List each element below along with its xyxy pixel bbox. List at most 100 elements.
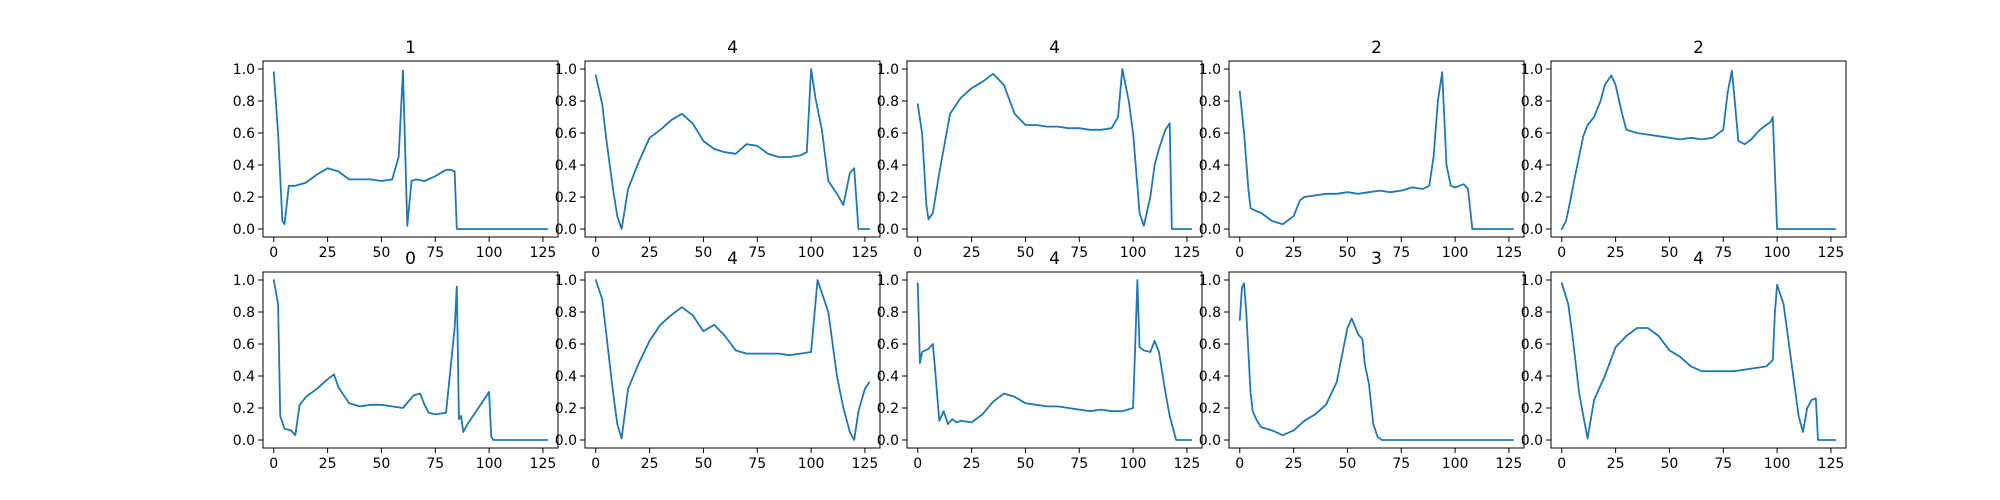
x-tick-label: 0 [1557,456,1566,472]
subplot-1: 1 0 25 50 75 100 125 0.0 0.2 0.4 0.6 0.8 1.0 [233,38,559,261]
x-tick-label: 25 [319,245,337,261]
y-tick-label: 0.6 [877,337,899,353]
subplot-title: 4 [1693,249,1704,269]
x-tick-label: 100 [476,456,503,472]
axes-frame [584,271,881,449]
x-tick-label: 25 [1607,245,1625,261]
subplot-5: 2 0 25 50 75 100 125 0.0 0.2 0.4 0.6 0.8 1.0 [1521,38,1847,261]
x-tick-label: 75 [1070,245,1088,261]
axes-frame [906,271,1203,449]
y-tick-label: 0.0 [877,433,899,449]
y-tick-label: 0.4 [1521,369,1543,385]
y-tick-label: 0.4 [877,369,899,385]
x-tick-label: 75 [1714,456,1732,472]
subplot-title: 1 [405,38,416,58]
y-tick-label: 0.2 [555,401,577,417]
x-tick-label: 75 [1392,245,1410,261]
y-tick-label: 1.0 [1199,62,1221,78]
x-tick-label: 100 [1764,456,1791,472]
x-tick-label: 75 [1070,456,1088,472]
y-tick-label: 0.0 [1521,433,1543,449]
series-line [272,279,549,441]
subplot-title: 4 [1049,249,1060,269]
y-tick-label: 0.8 [1521,305,1543,321]
y-tick-label: 0.2 [877,190,899,206]
axes-frame [1550,60,1847,238]
subplot-title: 4 [727,38,738,58]
axes-frame [906,60,1203,238]
y-tick-label: 0.4 [1521,158,1543,174]
y-tick-label: 0.2 [1199,401,1221,417]
x-tick-label: 25 [1285,456,1303,472]
y-tick-label: 0.0 [233,222,255,238]
x-tick-label: 0 [591,456,600,472]
y-tick-label: 0.2 [233,190,255,206]
x-tick-label: 0 [1235,456,1244,472]
axes-frame [1228,60,1525,238]
y-tick-label: 0.6 [1199,126,1221,142]
x-tick-label: 0 [269,456,278,472]
series-line [1238,282,1515,441]
subplot-title: 2 [1693,38,1704,58]
x-tick-label: 75 [748,245,766,261]
x-tick-label: 75 [426,245,444,261]
axes-frame [1550,271,1847,449]
y-tick-label: 0.6 [233,126,255,142]
x-tick-label: 50 [1017,456,1035,472]
x-tick-label: 125 [852,456,879,472]
x-tick-label: 75 [748,456,766,472]
x-tick-label: 100 [1442,456,1469,472]
series-line [916,279,1193,441]
y-tick-label: 0.4 [1199,369,1221,385]
subplot-9: 3 0 25 50 75 100 125 0.0 0.2 0.4 0.6 0.8 1.0 [1199,249,1525,472]
y-tick-label: 0.8 [233,305,255,321]
y-tick-label: 1.0 [233,62,255,78]
y-tick-label: 0.6 [1521,126,1543,142]
y-tick-label: 1.0 [1521,273,1543,289]
y-tick-label: 1.0 [877,273,899,289]
y-tick-label: 0.2 [1521,401,1543,417]
subplot-6: 0 0 25 50 75 100 125 0.0 0.2 0.4 0.6 0.8 1.0 [233,249,559,472]
series-line [594,68,871,230]
y-tick-label: 1.0 [555,273,577,289]
x-tick-label: 125 [1496,456,1523,472]
x-tick-label: 100 [1120,456,1147,472]
y-tick-label: 0.0 [1199,433,1221,449]
subplot-2: 4 0 25 50 75 100 125 0.0 0.2 0.4 0.6 0.8 1.0 [555,38,881,261]
y-tick-label: 0.8 [1199,94,1221,110]
y-tick-label: 1.0 [1199,273,1221,289]
x-tick-label: 125 [1818,245,1845,261]
series-line [1560,282,1837,441]
y-tick-label: 0.2 [1199,190,1221,206]
x-tick-label: 100 [1120,245,1147,261]
subplot-7: 4 0 25 50 75 100 125 0.0 0.2 0.4 0.6 0.8 1.0 [555,249,881,472]
series-line [1560,69,1837,230]
y-tick-label: 0.6 [233,337,255,353]
y-tick-label: 0.0 [233,433,255,449]
y-tick-label: 1.0 [877,62,899,78]
axes-frame [262,60,559,238]
subplot-title: 0 [405,249,416,269]
subplot-title: 2 [1371,38,1382,58]
x-tick-label: 125 [530,245,557,261]
y-tick-label: 0.4 [1199,158,1221,174]
series-line [1238,71,1515,230]
x-tick-label: 25 [641,456,659,472]
y-tick-label: 0.2 [1521,190,1543,206]
y-tick-label: 0.4 [555,158,577,174]
axes-frame [262,271,559,449]
x-tick-label: 125 [1174,456,1201,472]
x-tick-label: 50 [373,245,391,261]
subplot-3: 4 0 25 50 75 100 125 0.0 0.2 0.4 0.6 0.8 1.0 [877,38,1203,261]
x-tick-label: 75 [1714,245,1732,261]
series-line [916,68,1193,230]
y-tick-label: 0.6 [1521,337,1543,353]
x-tick-label: 50 [1661,245,1679,261]
x-tick-label: 100 [798,245,825,261]
subplot-title: 4 [1049,38,1060,58]
y-tick-label: 0.8 [555,94,577,110]
y-tick-label: 0.8 [877,305,899,321]
x-tick-label: 75 [1392,456,1410,472]
y-tick-label: 0.6 [555,126,577,142]
y-tick-label: 0.0 [1521,222,1543,238]
